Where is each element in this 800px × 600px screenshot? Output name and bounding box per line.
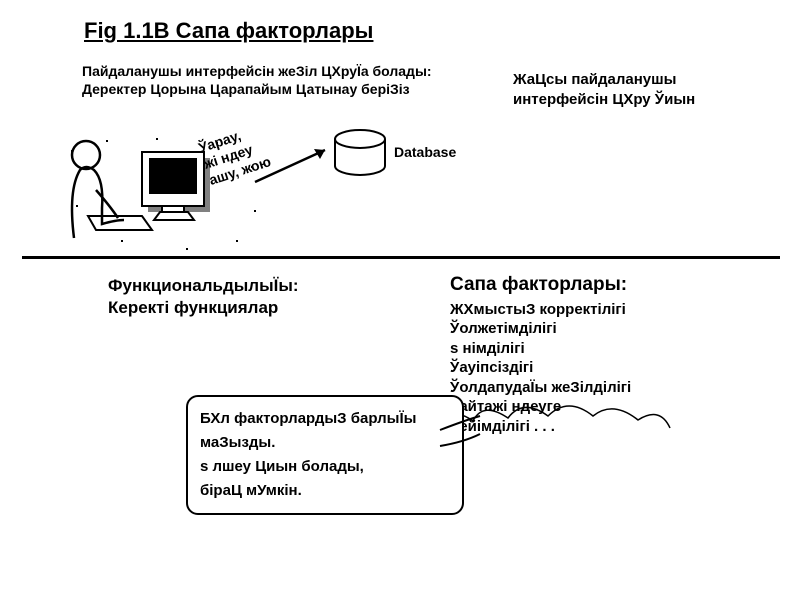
quality-item: s німділігі: [450, 339, 631, 359]
left-intro-line1: Пайдаланушы интерфейсін жеЗіл ЦХруЇа бол…: [82, 62, 432, 80]
quality-item: Ўауіпсіздігі: [450, 358, 631, 378]
left-intro-text: Пайдаланушы интерфейсін жеЗіл ЦХруЇа бол…: [82, 62, 432, 98]
quality-item: ЎолдапудаЇы жеЗілділігі: [450, 378, 631, 398]
right-intro-line1: ЖаЦсы пайдаланушы: [513, 70, 695, 90]
quality-item: Ўолжетімділігі: [450, 319, 631, 339]
bubble-l3: s лшеу Циын болады,: [200, 455, 450, 479]
left-intro-line2: Деректер Цорына Царапайым Цатынау беріЗі…: [82, 80, 432, 98]
bubble-l2: маЗызды.: [200, 431, 450, 455]
quality-item: Ўайтажі ндеуге: [450, 397, 631, 417]
quality-factors-block: Сапа факторлары: ЖХмыстыЗ корректілігі Ў…: [450, 273, 631, 436]
database-label: Database: [394, 144, 456, 160]
database-icon: [332, 128, 388, 178]
right-intro-line2: интерфейсін ЦХру Ўиын: [513, 90, 695, 110]
figure-title: Fig 1.1B Сапа факторлары: [84, 18, 373, 44]
functional-line2: Керекті функциялар: [108, 297, 299, 319]
quality-item: ЖХмыстыЗ корректілігі: [450, 300, 631, 320]
functional-line1: ФункциональдылыЇы:: [108, 275, 299, 297]
right-intro-text: ЖаЦсы пайдаланушы интерфейсін ЦХру Ўиын: [513, 70, 695, 109]
divider-line: [22, 256, 780, 259]
note-bubble: БХл факторлардыЗ барлыЇы маЗызды. s лшеу…: [186, 395, 464, 515]
quality-heading: Сапа факторлары:: [450, 273, 631, 298]
bubble-l1: БХл факторлардыЗ барлыЇы: [200, 407, 450, 431]
bubble-tail-icon: [436, 420, 486, 470]
functional-block: ФункциональдылыЇы: Керекті функциялар: [108, 275, 299, 319]
bubble-l4: біраЦ мУмкін.: [200, 479, 450, 503]
